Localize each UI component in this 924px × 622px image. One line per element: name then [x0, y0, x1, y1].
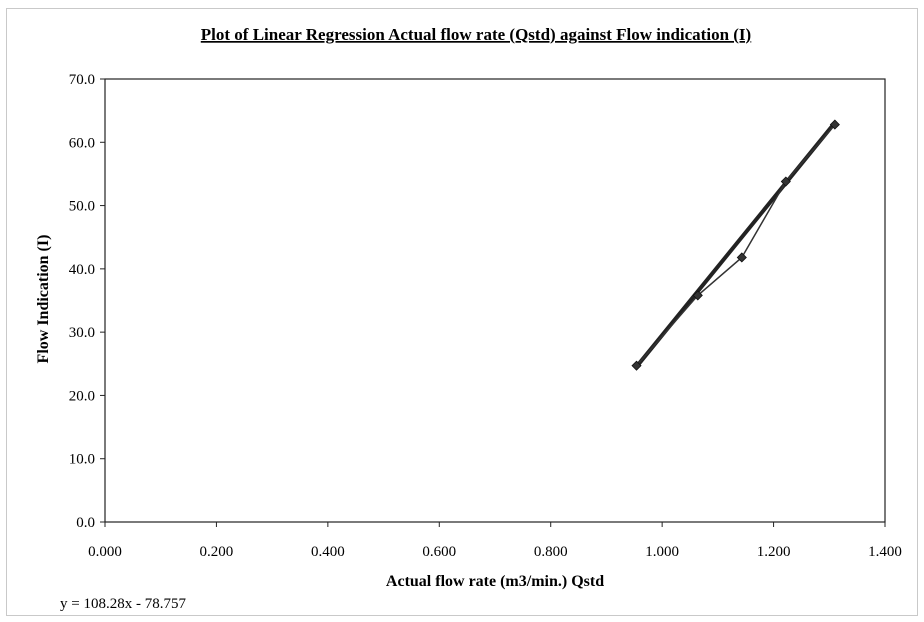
x-tick-label: 0.200: [200, 544, 234, 560]
data-point: [780, 176, 791, 187]
data-point: [829, 119, 840, 130]
data-point: [692, 290, 703, 301]
chart-frame: [6, 8, 918, 616]
plot-area: [104, 78, 886, 523]
x-tick-label: 1.000: [645, 544, 679, 560]
data-point: [736, 252, 747, 263]
y-axis: 0.0 10.0 20.0 30.0 40.0 50.0 60.0 70.0: [69, 72, 105, 531]
x-tick-label: 0.800: [534, 544, 568, 560]
y-tick-label: 10.0: [69, 452, 95, 468]
x-tick-label: 0.400: [311, 544, 345, 560]
x-axis: 0.000 0.200 0.400 0.600 0.800 1.000 1.200 1.400: [88, 522, 902, 560]
chart-title: Plot of Linear Regression Actual flow ra…: [201, 25, 751, 44]
y-tick-label: 30.0: [69, 325, 95, 341]
y-tick-label: 70.0: [69, 72, 95, 88]
y-tick-label: 0.0: [76, 515, 95, 531]
trendline-equation: y = 108.28x - 78.757: [60, 596, 186, 612]
x-tick-label: 1.200: [757, 544, 791, 560]
data-point: [631, 360, 642, 371]
x-tick-label: 1.400: [868, 544, 902, 560]
y-tick-label: 50.0: [69, 199, 95, 215]
data-series: [631, 119, 840, 371]
y-tick-label: 40.0: [69, 262, 95, 278]
x-axis-title: Actual flow rate (m3/min.) Qstd: [386, 573, 604, 590]
y-tick-label: 20.0: [69, 388, 95, 404]
x-tick-label: 0.000: [88, 544, 122, 560]
x-tick-label: 0.600: [422, 544, 456, 560]
y-tick-label: 60.0: [69, 135, 95, 151]
y-axis-title: Flow Indication (I): [35, 235, 52, 364]
